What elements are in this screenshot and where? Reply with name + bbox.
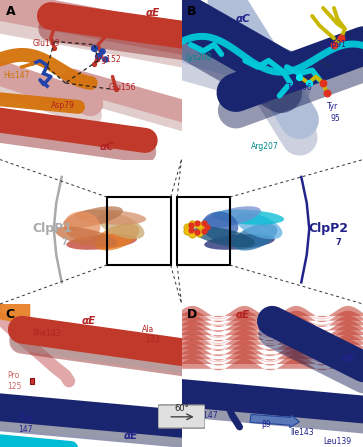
Text: αC: αC bbox=[236, 14, 251, 24]
Point bbox=[324, 89, 330, 96]
Point bbox=[338, 35, 344, 42]
Text: ClpP2: ClpP2 bbox=[309, 222, 348, 236]
Text: Phe: Phe bbox=[18, 414, 32, 423]
Text: 7: 7 bbox=[62, 237, 68, 247]
Text: Pro: Pro bbox=[7, 371, 20, 380]
Text: Phe147: Phe147 bbox=[189, 411, 217, 420]
Text: β9: β9 bbox=[261, 420, 271, 429]
Ellipse shape bbox=[193, 227, 255, 247]
Bar bbox=[30, 378, 34, 384]
Text: ClpP1: ClpP1 bbox=[33, 222, 73, 236]
Ellipse shape bbox=[55, 227, 117, 247]
Text: 7: 7 bbox=[336, 237, 342, 247]
Text: 95: 95 bbox=[330, 114, 340, 122]
Text: Phe143: Phe143 bbox=[33, 329, 61, 338]
Text: αE: αE bbox=[145, 8, 159, 18]
Ellipse shape bbox=[204, 234, 275, 250]
Text: Tyr206: Tyr206 bbox=[287, 83, 313, 92]
Point bbox=[188, 226, 194, 233]
Point bbox=[113, 86, 119, 93]
Point bbox=[204, 224, 209, 231]
Point bbox=[306, 80, 311, 87]
Point bbox=[184, 228, 190, 235]
Text: A: A bbox=[5, 5, 15, 18]
Point bbox=[188, 222, 194, 229]
Text: αC: αC bbox=[100, 142, 115, 152]
Text: 60°: 60° bbox=[174, 404, 189, 413]
Point bbox=[201, 228, 207, 235]
Ellipse shape bbox=[66, 234, 137, 250]
Point bbox=[99, 47, 105, 55]
Text: αE: αE bbox=[82, 316, 96, 326]
Text: His147: His147 bbox=[4, 71, 30, 80]
Text: Asp91: Asp91 bbox=[323, 40, 347, 49]
Point bbox=[297, 73, 302, 80]
Bar bbox=[107, 197, 171, 265]
Text: Lys208: Lys208 bbox=[185, 53, 212, 62]
Bar bbox=[177, 197, 230, 265]
Text: 133: 133 bbox=[145, 335, 160, 344]
Point bbox=[91, 44, 97, 51]
Ellipse shape bbox=[236, 213, 282, 239]
Point bbox=[194, 229, 200, 236]
Point bbox=[184, 223, 190, 230]
Ellipse shape bbox=[64, 211, 100, 240]
Point bbox=[194, 219, 200, 226]
Text: Ile143: Ile143 bbox=[290, 428, 314, 437]
Point bbox=[95, 52, 101, 59]
Text: 125: 125 bbox=[7, 383, 22, 392]
Point bbox=[331, 41, 337, 48]
Text: Ala: Ala bbox=[142, 325, 154, 334]
Point bbox=[52, 44, 57, 51]
Point bbox=[196, 229, 202, 236]
Ellipse shape bbox=[233, 224, 277, 250]
Ellipse shape bbox=[74, 210, 146, 225]
Point bbox=[91, 60, 97, 67]
Text: αE: αE bbox=[123, 430, 138, 441]
Text: B: B bbox=[187, 5, 196, 18]
Ellipse shape bbox=[95, 224, 139, 250]
Text: Glu149: Glu149 bbox=[33, 38, 60, 47]
Text: 147: 147 bbox=[18, 426, 33, 434]
Point bbox=[102, 55, 108, 63]
Ellipse shape bbox=[202, 211, 238, 240]
Text: αE: αE bbox=[341, 353, 355, 363]
Text: D: D bbox=[187, 308, 197, 321]
Text: Glu156: Glu156 bbox=[109, 83, 136, 92]
Text: Arg207: Arg207 bbox=[250, 142, 278, 152]
Ellipse shape bbox=[63, 206, 123, 228]
FancyBboxPatch shape bbox=[158, 405, 205, 428]
Point bbox=[201, 220, 207, 227]
Text: Asp79: Asp79 bbox=[51, 101, 75, 110]
Text: Arg152: Arg152 bbox=[94, 55, 122, 63]
Point bbox=[199, 225, 205, 232]
Point bbox=[189, 230, 195, 237]
Ellipse shape bbox=[212, 210, 284, 225]
Text: Tyr: Tyr bbox=[327, 102, 338, 111]
Text: Leu139: Leu139 bbox=[323, 437, 351, 446]
Text: C: C bbox=[5, 308, 15, 321]
Ellipse shape bbox=[98, 213, 144, 239]
Point bbox=[196, 221, 202, 228]
Point bbox=[320, 80, 326, 87]
Ellipse shape bbox=[201, 206, 261, 228]
Point bbox=[189, 220, 195, 228]
Text: αE: αE bbox=[236, 310, 250, 320]
FancyArrow shape bbox=[250, 414, 299, 428]
